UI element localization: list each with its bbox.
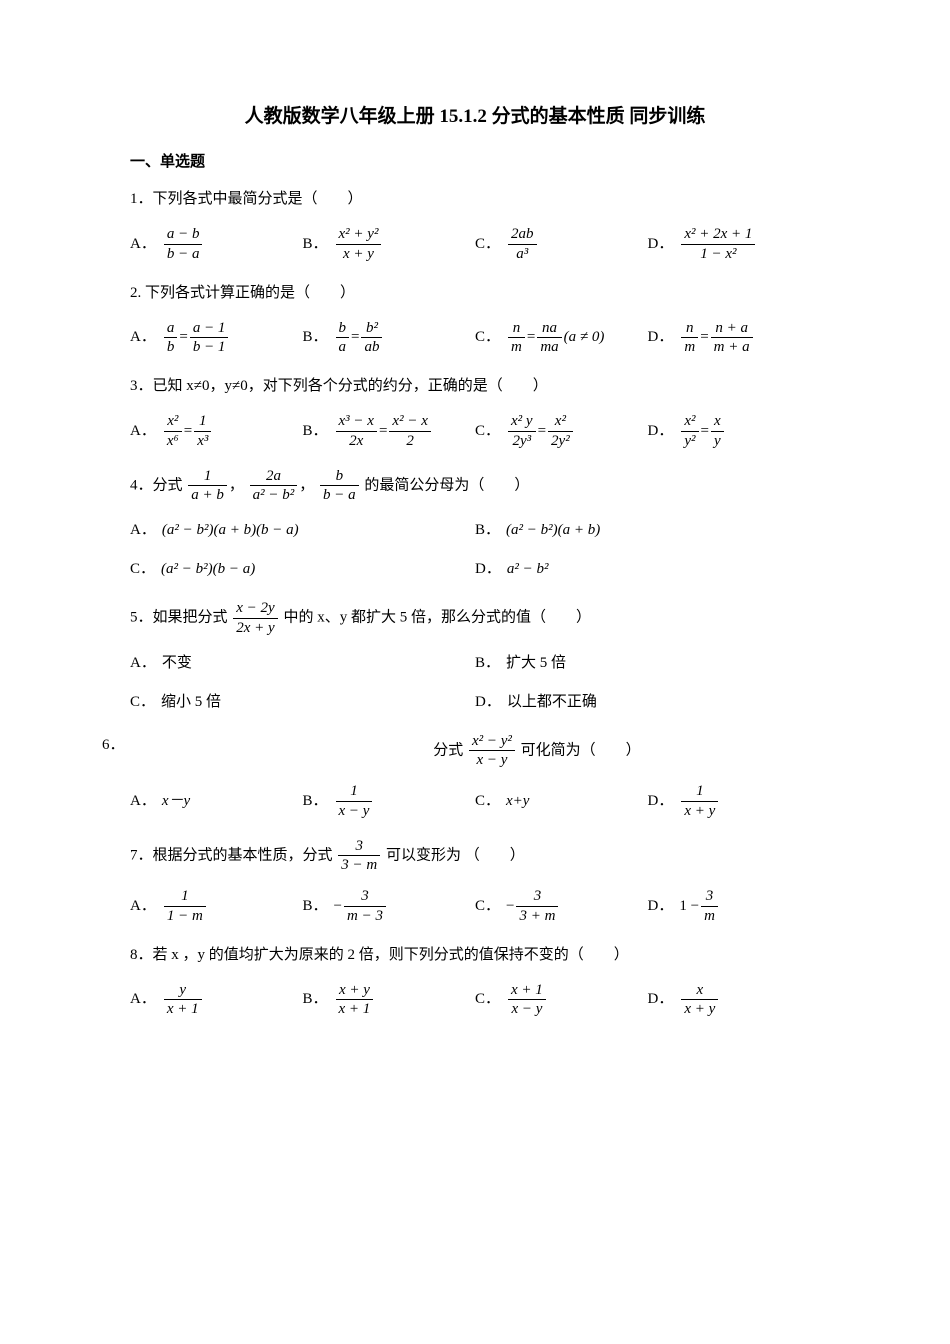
q8-option-c: C． x + 1x − y bbox=[475, 975, 648, 1026]
q1-options: A． a − bb − a B． x² + y²x + y C． 2aba³ D… bbox=[130, 219, 820, 270]
q4-option-d: D．a² − b² bbox=[475, 550, 820, 589]
q3-options: A． x²x⁶ = 1x³ B． x³ − x2x = x² − x2 C． x… bbox=[130, 406, 820, 457]
section-1-header: 一、单选题 bbox=[130, 149, 820, 176]
q1-option-b: B． x² + y²x + y bbox=[303, 219, 476, 270]
q6-options: A．x－y B． 1x − y C．x+y D． 1x + y bbox=[130, 776, 820, 827]
q8-option-a: A． yx + 1 bbox=[130, 975, 303, 1026]
question-1: 1．下列各式中最简分式是（ ） bbox=[130, 186, 820, 213]
q7-option-b: B． − 3m − 3 bbox=[303, 881, 476, 932]
q4-option-c: C．(a² − b²)(b − a) bbox=[130, 550, 475, 589]
q7-option-a: A． 11 − m bbox=[130, 881, 303, 932]
q2-option-c: C． nm = nama (a ≠ 0) bbox=[475, 313, 648, 364]
q7-options: A． 11 − m B． − 3m − 3 C． − 33 + m D． 1 −… bbox=[130, 881, 820, 932]
question-7: 7．根据分式的基本性质，分式 33 − m 可以变形为 （ ） bbox=[130, 837, 820, 876]
q5-option-c: C．缩小 5 倍 bbox=[130, 683, 475, 722]
question-6: 6． 分式 x² − y²x − y 可化简为（ ） bbox=[130, 732, 820, 771]
q1-option-c: C． 2aba³ bbox=[475, 219, 648, 270]
question-2: 2. 下列各式计算正确的是（ ） bbox=[130, 280, 820, 307]
q1-option-d: D． x² + 2x + 11 − x² bbox=[648, 219, 821, 270]
q6-option-b: B． 1x − y bbox=[303, 776, 476, 827]
q3-option-a: A． x²x⁶ = 1x³ bbox=[130, 406, 303, 457]
q4-option-a: A．(a² − b²)(a + b)(b − a) bbox=[130, 511, 475, 550]
q5-option-a: A．不变 bbox=[130, 644, 475, 683]
q2-option-a: A． ab = a − 1b − 1 bbox=[130, 313, 303, 364]
q6-option-c: C．x+y bbox=[475, 776, 648, 827]
q2-option-b: B． ba = b²ab bbox=[303, 313, 476, 364]
question-4: 4．分式 1a + b， 2aa² − b²， bb − a 的最简公分母为（ … bbox=[130, 467, 820, 506]
q8-options: A． yx + 1 B． x + yx + 1 C． x + 1x − y D．… bbox=[130, 975, 820, 1026]
q2-option-d: D． nm = n + am + a bbox=[648, 313, 821, 364]
q8-option-b: B． x + yx + 1 bbox=[303, 975, 476, 1026]
question-8: 8．若 x ，y 的值均扩大为原来的 2 倍，则下列分式的值保持不变的（ ） bbox=[130, 942, 820, 969]
question-3: 3．已知 x≠0，y≠0，对下列各个分式的约分，正确的是（ ） bbox=[130, 373, 820, 400]
q4-option-b: B．(a² − b²)(a + b) bbox=[475, 511, 820, 550]
page-title: 人教版数学八年级上册 15.1.2 分式的基本性质 同步训练 bbox=[130, 100, 820, 134]
q7-option-c: C． − 33 + m bbox=[475, 881, 648, 932]
q3-option-c: C． x² y2y³ = x²2y² bbox=[475, 406, 648, 457]
q5-option-d: D．以上都不正确 bbox=[475, 683, 820, 722]
question-5: 5．如果把分式 x − 2y2x + y 中的 x、y 都扩大 5 倍，那么分式… bbox=[130, 599, 820, 638]
q6-option-a: A．x－y bbox=[130, 776, 303, 827]
q5-option-b: B．扩大 5 倍 bbox=[475, 644, 820, 683]
q8-option-d: D． xx + y bbox=[648, 975, 821, 1026]
q6-option-d: D． 1x + y bbox=[648, 776, 821, 827]
q5-options: A．不变 B．扩大 5 倍 C．缩小 5 倍 D．以上都不正确 bbox=[130, 644, 820, 722]
q4-options: A．(a² − b²)(a + b)(b − a) B．(a² − b²)(a … bbox=[130, 511, 820, 589]
q1-option-a: A． a − bb − a bbox=[130, 219, 303, 270]
q3-option-b: B． x³ − x2x = x² − x2 bbox=[303, 406, 476, 457]
q2-options: A． ab = a − 1b − 1 B． ba = b²ab C． nm = … bbox=[130, 313, 820, 364]
q7-option-d: D． 1 − 3m bbox=[648, 881, 821, 932]
q3-option-d: D． x²y² = xy bbox=[648, 406, 821, 457]
